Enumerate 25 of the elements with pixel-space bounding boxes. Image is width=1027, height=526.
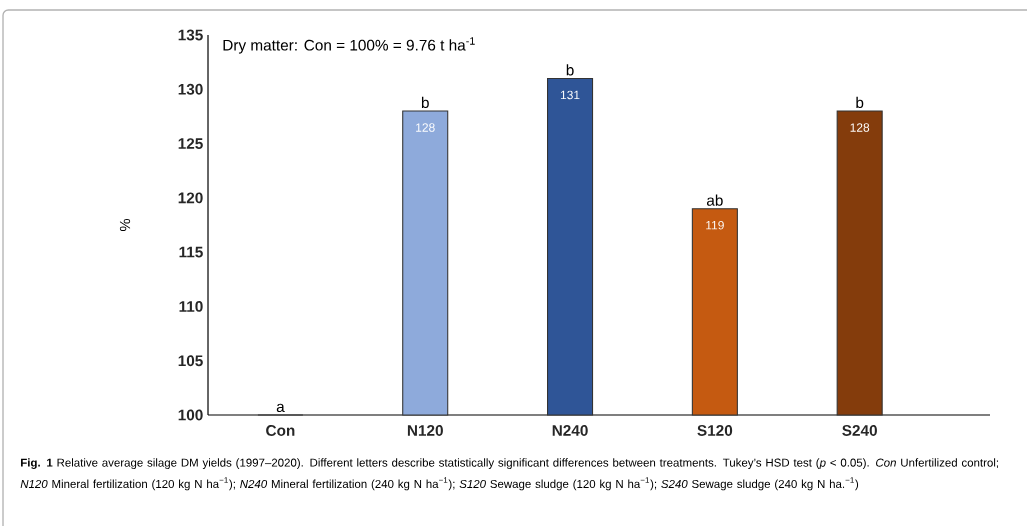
- data-label: 119: [706, 220, 724, 230]
- annotation: Dry matter: Con = 100% = 9.76 t ha$^{-1}$: [223, 37, 475, 54]
- data-label: 131: [560, 90, 580, 100]
- x-tick-label: N240: [552, 425, 588, 436]
- y-tick-label: 110: [179, 301, 203, 312]
- x-tick-label: Con: [266, 425, 295, 436]
- y-tick-label: 100: [178, 409, 203, 421]
- y-tick-label: 130: [178, 83, 203, 95]
- annotation: b: [421, 96, 429, 109]
- annotation: b: [566, 64, 574, 76]
- annotation: ab: [706, 194, 723, 206]
- data-label: 128: [416, 123, 435, 132]
- y-tick-label: 115: [179, 246, 203, 258]
- y-tick-label: 105: [178, 355, 203, 367]
- x-tick-label: S240: [842, 425, 877, 436]
- text: Fig. 1 Relative average silage DM yields (1997–2020). Different letters describe statistically significant differences between treatments. Tukey’s HSD test (p < 0.05). Con Unfertilized control; N120 Mineral fertilization (120 kg N ha$^{−1}$); N240 Mineral fertilization (240 kg N ha$^{−1}$); S120 Sewage sludge (120 kg N ha$^{−1}$); S240 Sewage sludge (240 kg N ha.$^{−1}$): [20, 458, 999, 491]
- y-tick-label: 135: [178, 29, 203, 41]
- x-tick-label: N120: [407, 425, 443, 436]
- y-axis-title: %: [119, 219, 131, 231]
- x-tick-label: S120: [697, 425, 733, 436]
- y-tick-label: 120: [178, 192, 203, 204]
- data-label: 128: [850, 123, 870, 132]
- annotation: b: [856, 96, 864, 109]
- y-tick-label: 125: [178, 138, 203, 149]
- annotation: a: [276, 403, 285, 413]
